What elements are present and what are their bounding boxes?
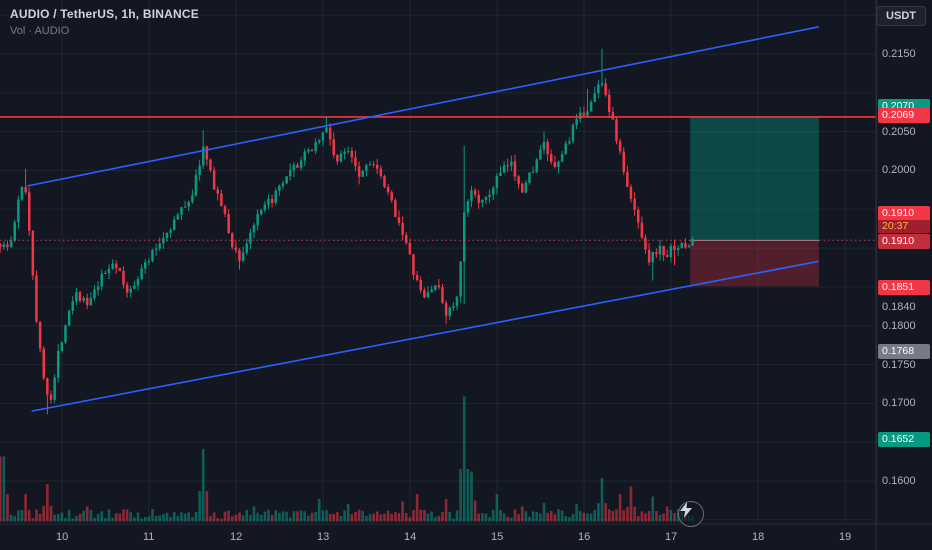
candles-layer [0, 48, 694, 415]
time-tick-label: 12 [230, 531, 243, 543]
grid-layer [0, 0, 876, 522]
price-tick-label: 0.1600 [882, 475, 916, 488]
time-tick-label: 16 [578, 531, 591, 543]
price-badge: 0.1910 [878, 234, 930, 250]
price-tick-label: 0.2000 [882, 164, 916, 177]
price-tick-label: 0.2150 [882, 48, 916, 60]
volume-indicator-label[interactable]: Vol · AUDIO [10, 25, 70, 37]
price-badge: 0.1768 [878, 343, 930, 359]
price-tick-label: 0.1840 [882, 300, 916, 313]
time-axis[interactable] [0, 524, 876, 550]
time-tick-label: 18 [752, 531, 765, 543]
price-tick-label: 0.1750 [882, 358, 916, 371]
price-badge: 0.1910 20:37 [878, 206, 930, 234]
quick-trade-button[interactable] [678, 501, 704, 527]
price-tick-label: 0.1800 [882, 319, 916, 332]
time-tick-label: 14 [404, 531, 417, 543]
bar-countdown: 20:37 [878, 220, 930, 234]
time-tick-label: 11 [143, 531, 155, 543]
price-tick-label: 0.1700 [882, 397, 916, 410]
drawings-layer[interactable] [0, 26, 876, 412]
price-badge: 0.1851 [878, 280, 930, 296]
channel-lower-trendline [31, 260, 820, 412]
time-tick-label: 19 [839, 531, 852, 543]
chart-legend: AUDIO / TetherUS, 1h, BINANCE Vol · AUDI… [10, 7, 199, 37]
symbol-title[interactable]: AUDIO / TetherUS, 1h, BINANCE [10, 7, 199, 21]
volume-layer [0, 396, 694, 522]
price-axis[interactable] [876, 0, 932, 524]
price-badge: 0.1652 [878, 431, 930, 447]
time-tick-label: 15 [491, 531, 504, 543]
time-tick-label: 10 [56, 531, 69, 543]
price-badge: 0.2069 [878, 107, 930, 123]
lightning-icon [680, 502, 692, 518]
channel-upper-trendline [27, 26, 820, 187]
price-tick-label: 0.2050 [882, 125, 916, 138]
time-tick-label: 13 [317, 531, 330, 543]
time-tick-label: 17 [665, 531, 678, 543]
currency-toggle-button[interactable]: USDT [876, 6, 926, 26]
long-position-tool[interactable] [690, 116, 819, 287]
